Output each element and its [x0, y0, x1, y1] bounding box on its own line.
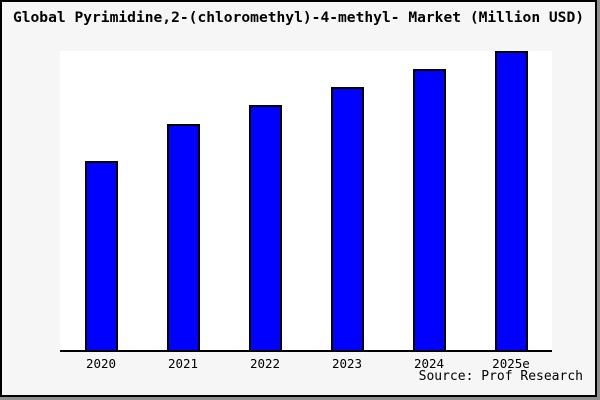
- x-tick-label-2025e: 2025e: [492, 356, 530, 371]
- source-credit: Source: Prof Research: [418, 369, 583, 384]
- chart-title: Global Pyrimidine,2-(chloromethyl)-4-met…: [12, 9, 585, 26]
- x-tick-label-2020: 2020: [85, 356, 117, 371]
- bar-2021: [166, 124, 200, 350]
- x-tick-label-2023: 2023: [331, 356, 363, 371]
- x-tick-label-2021: 2021: [167, 356, 199, 371]
- x-tick-label-2022: 2022: [249, 356, 281, 371]
- plot-area: [60, 50, 552, 352]
- x-axis-labels: 2020 2021 2022 2023 2024 2025e: [60, 356, 552, 371]
- bar-2023: [330, 86, 364, 350]
- bar-2025e: [494, 50, 528, 350]
- x-tick-label-2024: 2024: [413, 356, 445, 371]
- bar-2024: [412, 68, 446, 350]
- bar-2022: [248, 105, 282, 350]
- bar-2020: [84, 161, 118, 350]
